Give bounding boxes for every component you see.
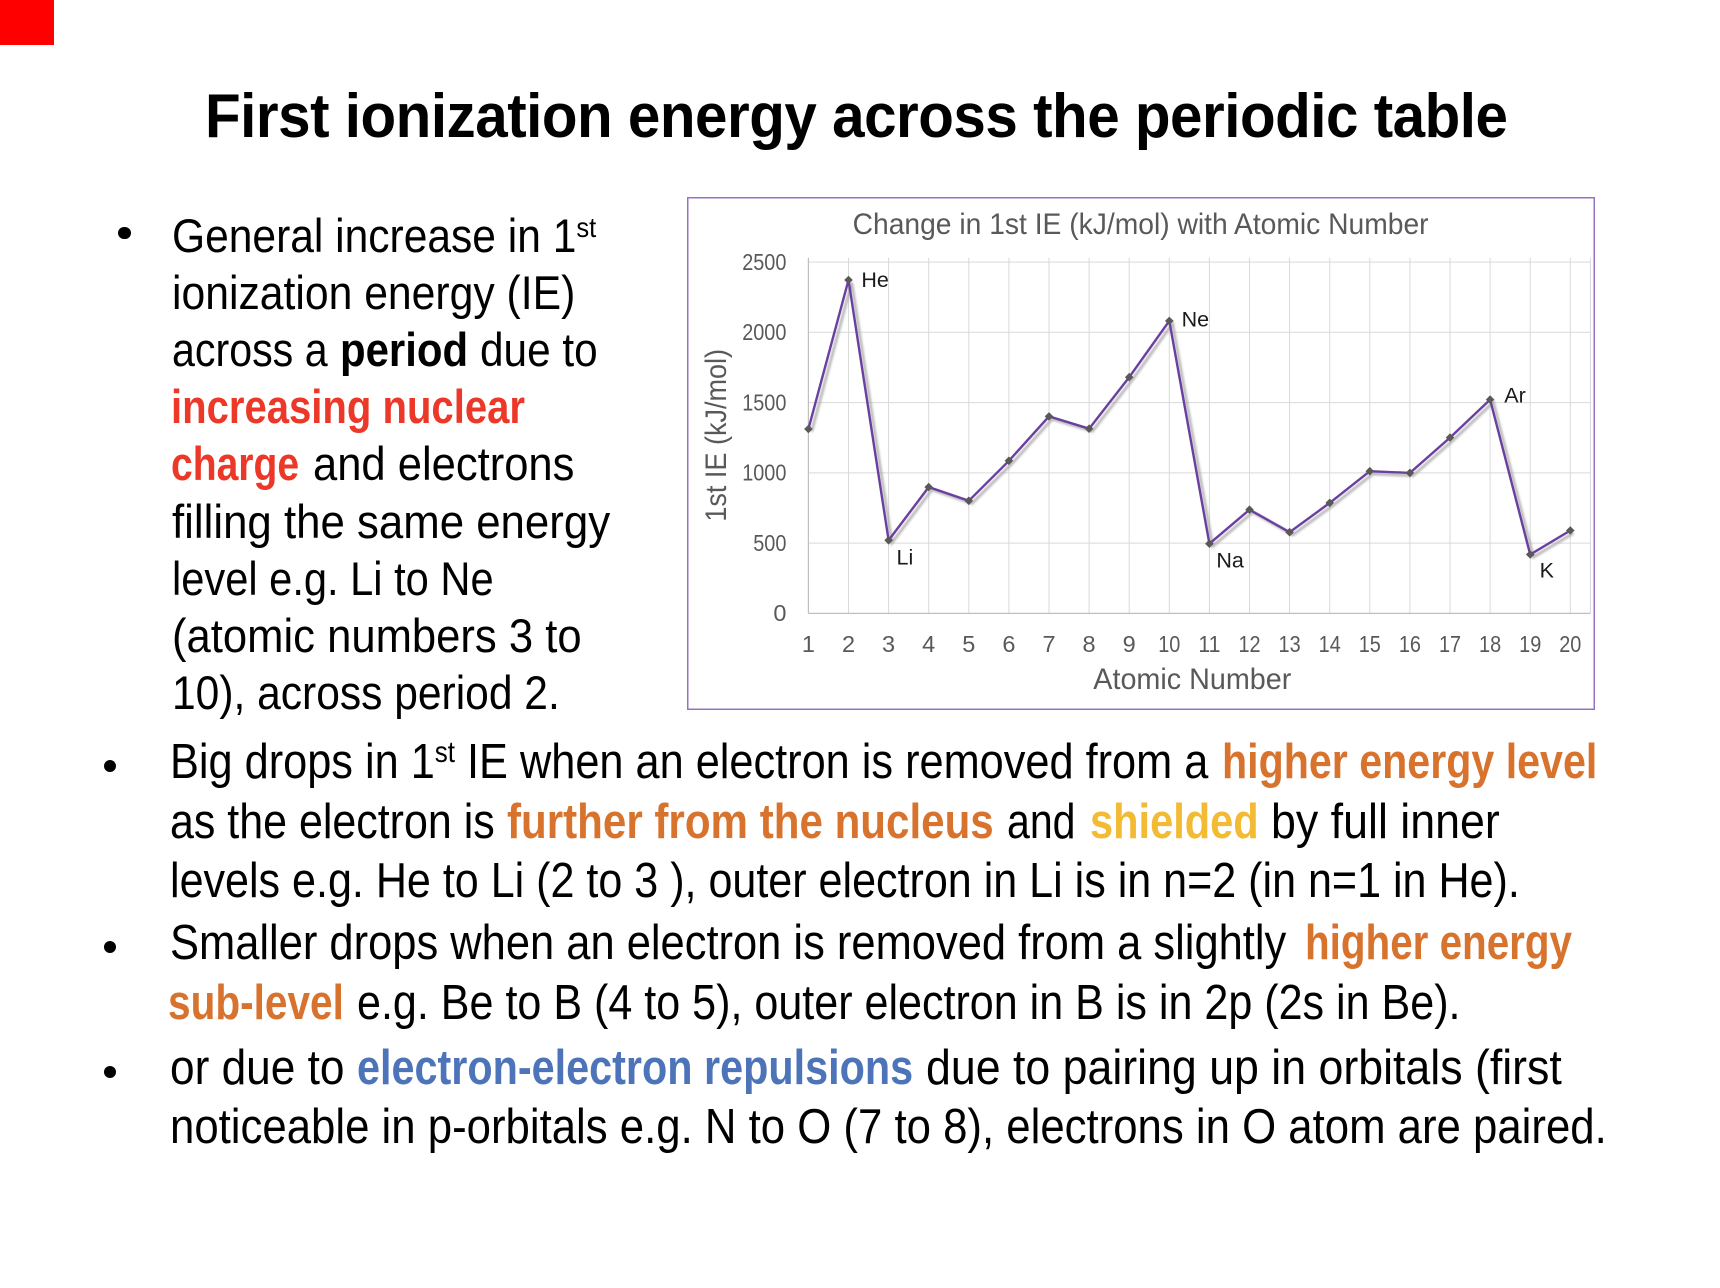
svg-text:Ar: Ar	[1504, 383, 1526, 407]
svg-text:12: 12	[1238, 631, 1260, 657]
svg-text:1000: 1000	[742, 460, 786, 486]
svg-text:4: 4	[922, 631, 935, 657]
svg-text:19: 19	[1519, 631, 1541, 657]
svg-text:17: 17	[1439, 631, 1461, 657]
svg-text:2000: 2000	[742, 319, 786, 345]
svg-text:0: 0	[773, 600, 786, 626]
svg-text:2: 2	[842, 631, 855, 657]
svg-text:Ne: Ne	[1182, 307, 1209, 331]
svg-text:3: 3	[882, 631, 895, 657]
svg-text:20: 20	[1559, 631, 1581, 657]
svg-text:He: He	[861, 268, 888, 292]
svg-text:1: 1	[802, 631, 815, 657]
svg-text:9: 9	[1123, 631, 1136, 657]
svg-text:11: 11	[1198, 631, 1220, 657]
svg-text:7: 7	[1042, 631, 1055, 657]
svg-text:Atomic Number: Atomic Number	[1093, 663, 1291, 696]
svg-text:5: 5	[962, 631, 975, 657]
svg-text:13: 13	[1279, 631, 1301, 657]
svg-text:18: 18	[1479, 631, 1501, 657]
svg-text:6: 6	[1002, 631, 1015, 657]
svg-text:Li: Li	[897, 546, 914, 570]
svg-text:2500: 2500	[742, 249, 786, 275]
svg-text:1st IE (kJ/mol): 1st IE (kJ/mol)	[700, 349, 733, 522]
svg-text:500: 500	[753, 530, 786, 556]
svg-text:8: 8	[1083, 631, 1096, 657]
svg-text:Change in 1st IE (kJ/mol) with: Change in 1st IE (kJ/mol) with Atomic Nu…	[853, 208, 1429, 241]
svg-text:14: 14	[1319, 631, 1341, 657]
svg-text:16: 16	[1399, 631, 1421, 657]
svg-text:10: 10	[1158, 631, 1180, 657]
svg-text:Na: Na	[1216, 548, 1244, 572]
svg-text:1500: 1500	[742, 389, 786, 415]
svg-text:K: K	[1540, 558, 1555, 582]
svg-text:15: 15	[1359, 631, 1381, 657]
